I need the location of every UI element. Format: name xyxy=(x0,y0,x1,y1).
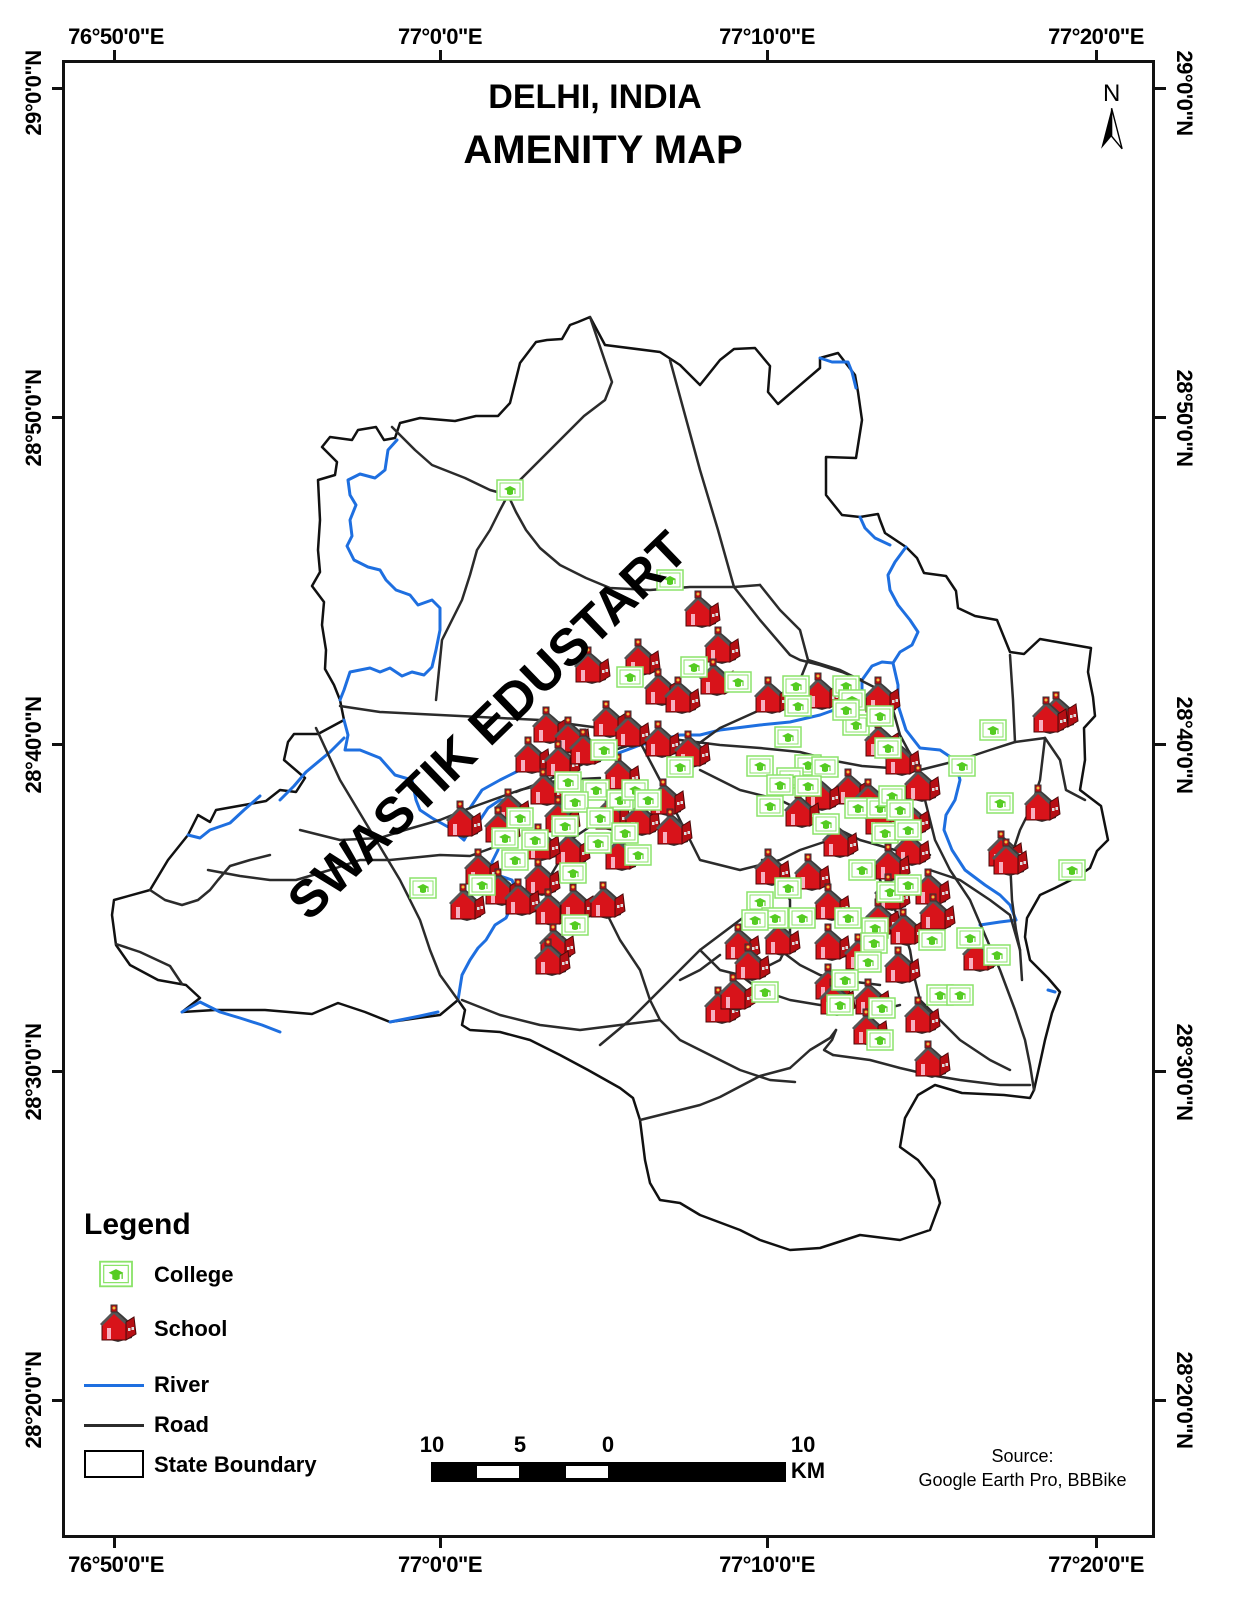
legend: Legend College School River Road State B… xyxy=(82,1200,412,1500)
scale-label: 10 KM xyxy=(790,1432,826,1483)
boundary-box-icon xyxy=(84,1450,144,1478)
lon-label-top: 77°20'0"E xyxy=(1048,24,1144,49)
north-arrow-icon xyxy=(1101,108,1123,150)
river-line-icon xyxy=(84,1384,144,1387)
tick-bottom-3 xyxy=(766,1537,769,1548)
school-icon xyxy=(99,1304,137,1343)
scale-label: 0 xyxy=(601,1432,615,1457)
scale-bar-white-segment xyxy=(566,1466,608,1478)
lon-label-bottom: 77°0'0"E xyxy=(397,1552,483,1577)
tick-right-4 xyxy=(1155,1070,1166,1073)
north-letter: N xyxy=(1103,80,1121,107)
source-credit: Source: Google Earth Pro, BBBike xyxy=(900,1444,1145,1492)
tick-top-4 xyxy=(1095,50,1098,61)
map-title-line1: DELHI, INDIA xyxy=(488,78,702,116)
legend-item-school: School xyxy=(82,1304,412,1346)
tick-right-3 xyxy=(1155,743,1166,746)
source-value: Google Earth Pro, BBBike xyxy=(918,1470,1127,1490)
map-title-line2: AMENITY MAP xyxy=(463,128,743,172)
tick-bottom-1 xyxy=(113,1537,116,1548)
tick-left-2 xyxy=(52,416,63,419)
lon-label-top: 77°0'0"E xyxy=(397,24,483,49)
legend-label: Road xyxy=(154,1412,209,1437)
tick-left-1 xyxy=(52,87,63,90)
tick-right-1 xyxy=(1155,87,1166,90)
scale-label: 10 xyxy=(419,1432,445,1457)
scale-label: 5 xyxy=(513,1432,527,1457)
road-line-icon xyxy=(84,1424,144,1427)
tick-top-2 xyxy=(439,50,442,61)
legend-label: State Boundary xyxy=(154,1452,317,1477)
scale-bar-segment xyxy=(431,1462,786,1482)
legend-item-state-boundary: State Boundary xyxy=(82,1450,412,1486)
tick-right-2 xyxy=(1155,416,1166,419)
tick-bottom-4 xyxy=(1095,1537,1098,1548)
legend-item-college: College xyxy=(82,1258,412,1294)
scale-bar: 10 5 0 10 KM xyxy=(420,1432,840,1492)
legend-label: School xyxy=(154,1316,228,1341)
source-label: Source: xyxy=(991,1446,1054,1466)
legend-label: River xyxy=(154,1372,210,1397)
map-frame xyxy=(62,60,1155,1538)
scale-bar-white-segment xyxy=(477,1466,519,1478)
lon-label-bottom: 77°10'0"E xyxy=(719,1552,815,1577)
tick-top-1 xyxy=(113,50,116,61)
tick-left-5 xyxy=(52,1399,63,1402)
legend-item-road: Road xyxy=(82,1410,412,1446)
legend-item-river: River xyxy=(82,1370,412,1406)
lon-label-bottom: 77°20'0"E xyxy=(1048,1552,1144,1577)
legend-label: College xyxy=(154,1262,234,1287)
tick-bottom-2 xyxy=(439,1537,442,1548)
tick-left-3 xyxy=(52,743,63,746)
legend-title: Legend xyxy=(84,1208,191,1241)
college-icon xyxy=(99,1260,133,1288)
tick-left-4 xyxy=(52,1070,63,1073)
lon-label-top: 77°10'0"E xyxy=(719,24,815,49)
lon-label-bottom: 76°50'0"E xyxy=(68,1552,164,1577)
lon-label-top: 76°50'0"E xyxy=(68,24,164,49)
tick-top-3 xyxy=(766,50,769,61)
tick-right-5 xyxy=(1155,1399,1166,1402)
